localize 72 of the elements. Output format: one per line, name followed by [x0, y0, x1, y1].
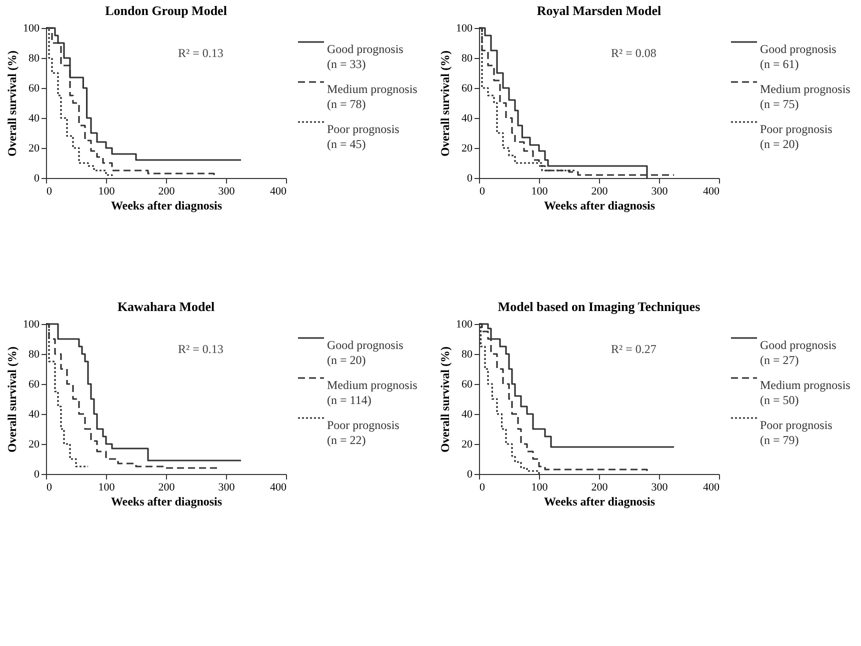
y-axis-title: Overall survival (%)	[438, 346, 452, 452]
x-tick-label: 0	[480, 186, 486, 198]
x-tick-label: 300	[651, 482, 668, 494]
y-tick-label: 40	[28, 112, 40, 124]
x-tick-label: 0	[480, 482, 486, 494]
y-tick-label: 20	[462, 142, 473, 154]
y-tick-label: 0	[467, 468, 473, 480]
x-axis-title: Weeks after diagnosis	[110, 198, 222, 212]
y-tick-label: 100	[456, 22, 473, 34]
y-tick-label: 60	[28, 378, 40, 390]
y-tick-label: 60	[462, 378, 473, 390]
y-tick-label: 0	[467, 172, 473, 184]
legend-label: Poor prognosis (n = 22)	[327, 418, 400, 447]
x-tick-label: 100	[98, 186, 116, 198]
y-tick-label: 40	[462, 112, 473, 124]
y-tick-label: 100	[456, 318, 473, 330]
x-tick-label: 200	[591, 482, 608, 494]
legend-label: Good prognosis (n = 61)	[760, 42, 837, 71]
x-tick-label: 400	[270, 482, 287, 494]
y-tick-label: 100	[23, 22, 40, 34]
y-tick-label: 80	[28, 348, 40, 360]
annotation: R² = 0.13	[178, 342, 224, 356]
x-tick-label: 300	[651, 186, 668, 198]
x-tick-label: 100	[98, 482, 116, 494]
x-tick-label: 0	[46, 482, 52, 494]
x-axis-title: Weeks after diagnosis	[110, 494, 222, 508]
x-tick-label: 300	[218, 482, 236, 494]
y-tick-label: 80	[462, 348, 473, 360]
annotation: R² = 0.27	[611, 342, 656, 356]
x-tick-label: 100	[531, 482, 548, 494]
legend-label: Medium prognosis (n = 50)	[760, 378, 851, 407]
y-tick-label: 40	[462, 408, 473, 420]
x-tick-label: 400	[703, 482, 720, 494]
y-axis-title: Overall survival (%)	[5, 50, 19, 156]
y-tick-label: 20	[28, 142, 40, 154]
legend-label: Poor prognosis (n = 45)	[327, 122, 400, 151]
legend-label: Good prognosis (n = 33)	[327, 42, 404, 71]
x-tick-label: 400	[270, 186, 287, 198]
legend-label: Medium prognosis (n = 75)	[760, 82, 851, 111]
x-tick-label: 300	[218, 186, 236, 198]
chart-title: London Group Model	[105, 3, 228, 18]
x-tick-label: 200	[158, 186, 176, 198]
x-tick-label: 0	[46, 186, 52, 198]
y-tick-label: 80	[28, 52, 40, 64]
x-axis-title: Weeks after diagnosis	[544, 494, 656, 508]
x-tick-label: 200	[591, 186, 608, 198]
chart-title: Kawahara Model	[117, 299, 215, 314]
y-tick-label: 60	[462, 82, 473, 94]
annotation: R² = 0.08	[611, 46, 656, 60]
legend-label: Poor prognosis (n = 20)	[760, 122, 833, 151]
chart-title: Royal Marsden Model	[536, 3, 662, 18]
annotation: R² = 0.13	[178, 46, 224, 60]
y-tick-label: 80	[462, 52, 473, 64]
chart-title: Model based on Imaging Techniques	[498, 299, 700, 314]
y-tick-label: 60	[28, 82, 40, 94]
y-tick-label: 100	[23, 318, 40, 330]
legend-label: Medium prognosis (n = 114)	[327, 378, 418, 407]
y-tick-label: 20	[28, 438, 40, 450]
x-tick-label: 100	[531, 186, 548, 198]
y-tick-label: 0	[34, 172, 40, 184]
legend-label: Medium prognosis (n = 78)	[327, 82, 418, 111]
y-tick-label: 20	[462, 438, 473, 450]
y-axis-title: Overall survival (%)	[5, 346, 19, 452]
legend-label: Good prognosis (n = 20)	[327, 338, 404, 367]
y-tick-label: 0	[34, 468, 40, 480]
y-tick-label: 40	[28, 408, 40, 420]
legend-label: Poor prognosis (n = 79)	[760, 418, 833, 447]
legend-label: Good prognosis (n = 27)	[760, 338, 837, 367]
y-axis-title: Overall survival (%)	[438, 50, 452, 156]
x-tick-label: 200	[158, 482, 176, 494]
x-axis-title: Weeks after diagnosis	[544, 198, 656, 212]
x-tick-label: 400	[703, 186, 720, 198]
